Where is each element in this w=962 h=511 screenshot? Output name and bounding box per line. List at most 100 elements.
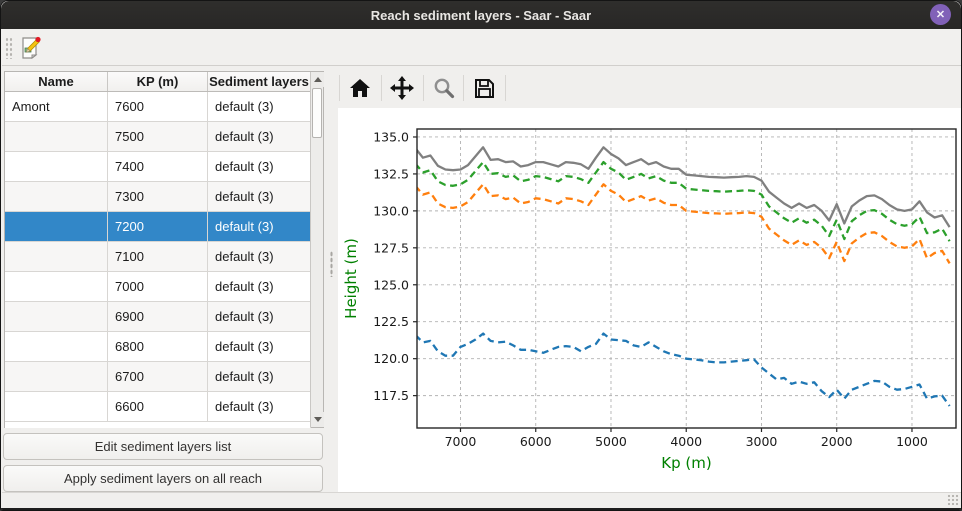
table-cell-name: Amont xyxy=(5,92,108,122)
save-icon[interactable] xyxy=(468,72,500,104)
series-line xyxy=(417,146,951,228)
edit-document-icon-svg xyxy=(22,36,41,59)
table-cell-layers: default (3) xyxy=(208,272,311,302)
table-cell-layers: default (3) xyxy=(208,332,311,362)
scroll-up-icon[interactable] xyxy=(311,72,324,87)
table-row[interactable]: 7400 default (3) xyxy=(5,152,311,182)
table-cell-kp: 6900 xyxy=(108,302,208,332)
close-icon[interactable]: ✕ xyxy=(930,4,951,25)
table-cell-name xyxy=(5,362,108,392)
y-tick-label: 135.0 xyxy=(373,129,409,144)
zoom-icon-svg xyxy=(434,78,455,99)
resize-grip-icon[interactable] xyxy=(947,494,959,506)
close-glyph: ✕ xyxy=(935,9,946,21)
pan-icon[interactable] xyxy=(386,72,418,104)
edit-button-label: Edit sediment layers list xyxy=(94,439,232,454)
y-axis-label: Height (m) xyxy=(342,238,360,319)
apply-button-label: Apply sediment layers on all reach xyxy=(64,471,262,486)
main-toolbar xyxy=(2,29,961,66)
window-bottom-border xyxy=(1,508,961,510)
home-icon-svg xyxy=(350,79,370,97)
table-cell-kp: 7000 xyxy=(108,272,208,302)
table-cell-kp: 7200 xyxy=(108,212,208,242)
table-row[interactable]: 7500 default (3) xyxy=(5,122,311,152)
y-tick-label: 132.5 xyxy=(373,166,409,181)
table-cell-kp: 7300 xyxy=(108,182,208,212)
apply-sediment-layers-button[interactable]: Apply sediment layers on all reach xyxy=(3,465,323,492)
table-cell-name xyxy=(5,212,108,242)
column-header-name[interactable]: Name xyxy=(5,72,108,91)
table-cell-layers: default (3) xyxy=(208,362,311,392)
y-tick-label: 120.0 xyxy=(373,351,409,366)
scroll-down-icon[interactable] xyxy=(311,412,324,427)
table-cell-layers: default (3) xyxy=(208,212,311,242)
column-header-sediment-layers[interactable]: Sediment layers xyxy=(208,72,311,91)
table-cell-layers: default (3) xyxy=(208,182,311,212)
y-tick-label: 130.0 xyxy=(373,203,409,218)
sediment-table: Name KP (m) Sediment layers Amont 7600 def… xyxy=(4,71,324,428)
x-tick-label: 7000 xyxy=(445,434,477,449)
table-cell-name xyxy=(5,242,108,272)
chart-canvas[interactable]: 7000 6000 5000 4000 3000 2000 1000 135.0 132.5 13… xyxy=(338,108,961,493)
table-cell-layers: default (3) xyxy=(208,152,311,182)
table-row[interactable]: 6700 default (3) xyxy=(5,362,311,392)
table-cell-layers: default (3) xyxy=(208,302,311,332)
table-row[interactable]: 7100 default (3) xyxy=(5,242,311,272)
home-icon[interactable] xyxy=(344,72,376,104)
column-header-kp[interactable]: KP (m) xyxy=(108,72,208,91)
table-cell-layers: default (3) xyxy=(208,122,311,152)
plot-toolbar xyxy=(338,67,961,108)
table-row[interactable]: 7200 default (3) xyxy=(5,212,311,242)
table-cell-kp: 7100 xyxy=(108,242,208,272)
series-line xyxy=(417,160,951,242)
x-tick-label: 2000 xyxy=(821,434,853,449)
save-icon-svg xyxy=(475,79,494,98)
table-header: Name KP (m) Sediment layers xyxy=(5,72,311,92)
x-tick-label: 4000 xyxy=(670,434,702,449)
table-cell-kp: 6800 xyxy=(108,332,208,362)
table-row[interactable]: 6900 default (3) xyxy=(5,302,311,332)
table-cell-name xyxy=(5,122,108,152)
y-tick-label: 127.5 xyxy=(373,240,409,255)
zoom-icon[interactable] xyxy=(428,72,460,104)
y-tick-label: 117.5 xyxy=(373,388,409,403)
sediment-profile-chart: 7000 6000 5000 4000 3000 2000 1000 135.0 132.5 13… xyxy=(342,128,957,472)
table-cell-kp: 6700 xyxy=(108,362,208,392)
scrollbar-thumb[interactable] xyxy=(312,88,322,138)
table-cell-kp: 6600 xyxy=(108,392,208,422)
table-row[interactable]: 7300 default (3) xyxy=(5,182,311,212)
table-cell-layers: default (3) xyxy=(208,242,311,272)
table-cell-name xyxy=(5,332,108,362)
y-tick-label: 122.5 xyxy=(373,314,409,329)
table-cell-name xyxy=(5,272,108,302)
table-cell-kp: 7600 xyxy=(108,92,208,122)
table-cell-name xyxy=(5,152,108,182)
x-tick-label: 6000 xyxy=(520,434,552,449)
table-row[interactable]: 7000 default (3) xyxy=(5,272,311,302)
splitter-handle-dots xyxy=(330,251,333,277)
table-cell-name xyxy=(5,182,108,212)
table-cell-layers: default (3) xyxy=(208,92,311,122)
series-line xyxy=(417,183,951,264)
table-scrollbar[interactable] xyxy=(310,72,324,427)
titlebar[interactable]: Reach sediment layers - Saar - Saar ✕ xyxy=(1,1,961,29)
y-tick-label: 125.0 xyxy=(373,277,409,292)
table-row[interactable]: 6800 default (3) xyxy=(5,332,311,362)
x-tick-label: 3000 xyxy=(746,434,778,449)
edit-sediment-document-icon[interactable] xyxy=(16,33,46,63)
window-title: Reach sediment layers - Saar - Saar xyxy=(370,7,592,23)
table-cell-name xyxy=(5,302,108,332)
series-line xyxy=(417,332,951,407)
toolbar-drag-handle[interactable] xyxy=(5,37,13,59)
edit-sediment-layers-button[interactable]: Edit sediment layers list xyxy=(3,433,323,460)
table-row[interactable]: 6600 default (3) xyxy=(5,392,311,422)
statusbar xyxy=(2,492,961,508)
table-row-partial xyxy=(5,422,311,428)
x-axis-label: Kp (m) xyxy=(661,454,711,472)
table-cell-kp: 7400 xyxy=(108,152,208,182)
table-row[interactable]: Amont 7600 default (3) xyxy=(5,92,311,122)
panel-splitter[interactable] xyxy=(325,67,338,492)
table-cell-layers: default (3) xyxy=(208,392,311,422)
x-tick-label: 5000 xyxy=(595,434,627,449)
